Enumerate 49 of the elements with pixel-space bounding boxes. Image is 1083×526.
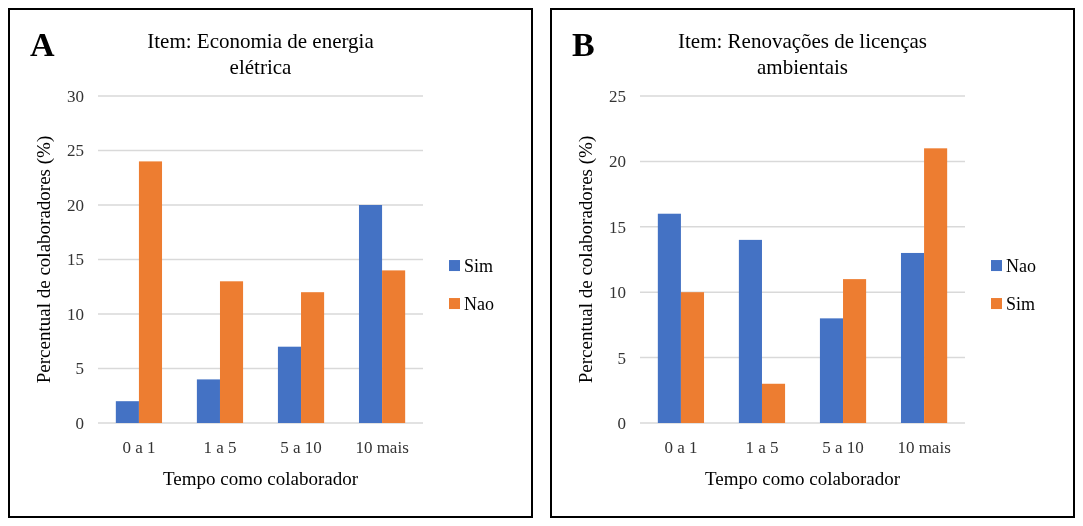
- y-tick-label: 20: [67, 195, 84, 215]
- y-tick-label: 0: [617, 413, 626, 433]
- legend-label: Nao: [464, 294, 494, 315]
- x-tick-label: 1 a 5: [203, 438, 237, 457]
- y-tick-label: 20: [609, 152, 626, 172]
- bar: [219, 281, 244, 423]
- bar: [819, 318, 844, 423]
- bar: [115, 401, 139, 423]
- bar: [657, 213, 681, 423]
- bar: [358, 205, 383, 423]
- bar: [138, 161, 163, 423]
- bar: [680, 292, 705, 423]
- y-tick-label: 10: [609, 283, 626, 303]
- x-axis-title: Tempo como colaborador: [705, 468, 901, 489]
- bar: [301, 292, 325, 423]
- y-tick-label: 0: [75, 413, 84, 433]
- y-axis-title: Percentual de colaboradores (%): [575, 135, 597, 384]
- y-tick-label: 25: [609, 86, 626, 106]
- bar: [843, 279, 867, 423]
- x-tick-label: 5 a 10: [822, 438, 864, 457]
- y-tick-label: 15: [609, 217, 626, 237]
- y-tick-label: 5: [617, 348, 626, 368]
- y-tick-label: 15: [67, 250, 84, 270]
- bar: [738, 239, 762, 423]
- x-tick-label: 1 a 5: [745, 438, 779, 457]
- legend-label: Sim: [464, 256, 494, 277]
- bar: [924, 148, 948, 423]
- text: B: [572, 26, 595, 63]
- y-tick-label: 30: [67, 86, 84, 106]
- y-tick-label: 5: [75, 359, 84, 379]
- x-tick-label: 0 a 1: [664, 438, 698, 457]
- bar: [382, 270, 406, 423]
- bar: [900, 252, 925, 423]
- x-tick-label: 10 mais: [355, 438, 409, 457]
- y-axis-title: Percentual de colaboradores (%): [33, 135, 55, 384]
- text: A: [30, 26, 55, 63]
- y-tick-label: 10: [67, 304, 84, 324]
- y-tick-label: 25: [67, 141, 84, 161]
- x-tick-label: 0 a 1: [122, 438, 156, 457]
- chart-title: Item: Economia de energia elétrica: [147, 29, 375, 79]
- x-axis-title: Tempo como colaborador: [163, 468, 359, 489]
- bar: [277, 346, 302, 423]
- x-tick-label: 10 mais: [897, 438, 951, 457]
- legend-label: Sim: [1006, 294, 1036, 315]
- bar: [761, 383, 786, 423]
- bar: [196, 379, 220, 423]
- x-tick-label: 5 a 10: [280, 438, 322, 457]
- chart-title: Item: Renovações de licenças ambientais: [678, 29, 927, 79]
- legend-label: Nao: [1006, 256, 1036, 277]
